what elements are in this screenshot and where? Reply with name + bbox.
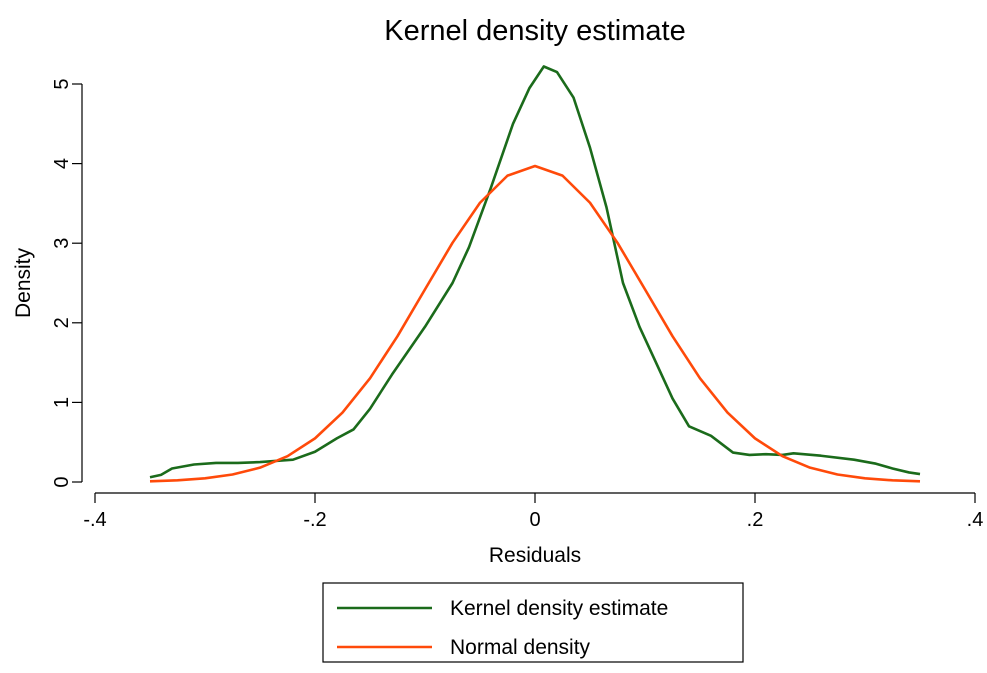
legend-label: Kernel density estimate xyxy=(450,597,668,620)
x-tick-label: -.4 xyxy=(83,509,106,531)
x-axis-title: Residuals xyxy=(489,544,581,567)
y-tick-label: 0 xyxy=(51,476,73,487)
x-tick-label: .4 xyxy=(967,509,984,531)
legend-box xyxy=(322,582,744,663)
data-line xyxy=(149,65,921,479)
y-tick-label: 3 xyxy=(51,238,73,249)
x-tick-label: -.2 xyxy=(303,509,326,531)
y-tick-label: 2 xyxy=(51,317,73,328)
y-tick-label: 5 xyxy=(51,78,73,89)
y-axis-title: Density xyxy=(12,247,35,318)
data-line xyxy=(149,164,921,483)
legend-label: Normal density xyxy=(450,636,591,659)
y-tick-label: 1 xyxy=(51,397,73,408)
x-tick-label: .2 xyxy=(747,509,764,531)
x-tick-label: 0 xyxy=(529,509,540,531)
chart-title: Kernel density estimate xyxy=(384,15,685,47)
y-tick-label: 4 xyxy=(51,158,73,169)
